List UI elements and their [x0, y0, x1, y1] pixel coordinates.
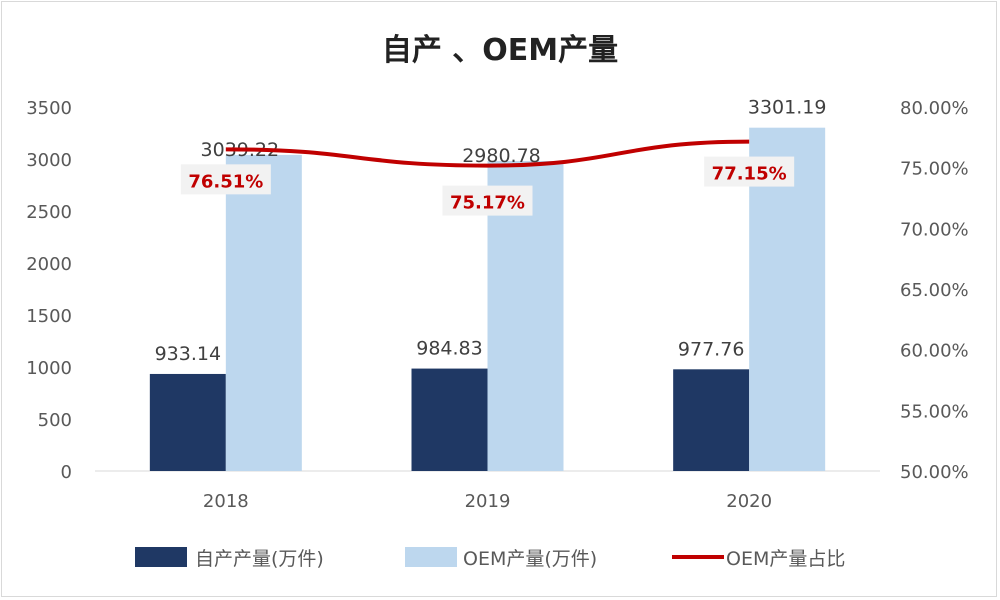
y-right-tick-label: 75.00% — [900, 159, 969, 180]
data-label-share-box — [442, 185, 533, 216]
x-tick-label: 2019 — [465, 491, 511, 512]
legend-swatch-self — [135, 547, 187, 567]
data-label-share-box — [180, 164, 271, 195]
legend-swatch-oem — [405, 547, 457, 567]
data-label-self: 933.14 — [155, 343, 221, 365]
y-right-tick-label: 70.00% — [900, 219, 969, 240]
data-label-share: 77.15% — [712, 164, 787, 185]
y-left-tick-label: 500 — [38, 410, 72, 431]
y-right-tick-label: 60.00% — [900, 341, 969, 362]
y-left-tick-label: 3500 — [26, 98, 72, 119]
legend-label-share: OEM产量占比 — [726, 548, 845, 570]
data-label-self: 977.76 — [678, 338, 744, 360]
x-tick-label: 2020 — [726, 491, 772, 512]
legend-label-self: 自产产量(万件) — [195, 548, 324, 570]
line-oem-share — [225, 139, 750, 168]
data-label-oem: 3301.19 — [748, 97, 827, 119]
x-tick-label: 2018 — [203, 491, 249, 512]
y-left-tick-label: 3000 — [26, 150, 72, 171]
y-left-tick-label: 1500 — [26, 306, 72, 327]
legend-label-oem: OEM产量(万件) — [463, 548, 597, 570]
y-right-tick-label: 50.00% — [900, 462, 969, 483]
y-right-tick-label: 55.00% — [900, 401, 969, 422]
y-right-tick-label: 65.00% — [900, 280, 969, 301]
data-label-share: 75.17% — [450, 193, 525, 214]
bar-self-production — [411, 368, 488, 471]
data-label-share-box — [704, 156, 795, 187]
chart-title: 自产 、OEM产量 — [382, 33, 618, 68]
y-left-tick-label: 1000 — [26, 358, 72, 379]
data-label-oem: 2980.78 — [462, 145, 541, 167]
y-left-tick-label: 0 — [61, 462, 72, 483]
y-right-tick-label: 80.00% — [900, 98, 969, 119]
bar-self-production — [673, 369, 750, 471]
bar-oem-production — [225, 154, 302, 471]
y-left-tick-label: 2000 — [26, 254, 72, 275]
y-left-tick-label: 2500 — [26, 202, 72, 223]
data-label-share: 76.51% — [188, 171, 263, 192]
bar-self-production — [149, 373, 226, 471]
data-label-self: 984.83 — [416, 338, 482, 360]
